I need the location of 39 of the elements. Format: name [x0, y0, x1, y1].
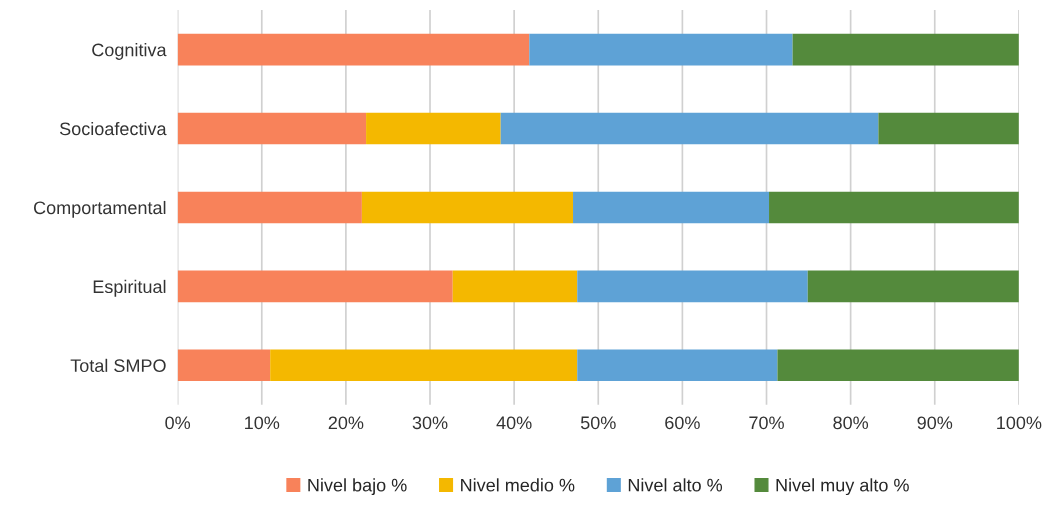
bar — [177, 270, 453, 303]
legend-label: Nivel muy alto % — [776, 478, 909, 496]
x-tick-label: 10% — [245, 416, 280, 430]
bar — [577, 270, 808, 303]
bar — [769, 191, 1019, 224]
y-tick-label: Socioafectiva — [59, 121, 167, 136]
y-tick-label: Espiritual — [93, 279, 166, 297]
legend-label: Nivel bajo % — [308, 478, 407, 496]
bar — [361, 191, 574, 224]
bar — [177, 33, 530, 66]
bar — [177, 349, 271, 382]
legend-label: Nivel medio % — [461, 478, 575, 492]
y-tick-label: Comportamental — [34, 200, 166, 218]
bar — [500, 112, 879, 145]
x-tick-label: 30% — [412, 416, 448, 430]
x-tick-label: 90% — [917, 416, 953, 430]
bar — [366, 112, 501, 145]
legend-label: Nivel alto % — [628, 478, 723, 492]
x-tick-label: 60% — [665, 416, 700, 430]
bar — [573, 191, 770, 224]
bar — [777, 349, 1019, 382]
bar — [577, 349, 778, 382]
bar — [177, 191, 362, 224]
x-tick-label: 50% — [580, 416, 616, 430]
bar — [807, 270, 1019, 303]
x-tick-label: 80% — [833, 416, 869, 430]
y-tick-label: Cognitiva — [92, 43, 167, 60]
x-tick-label: 70% — [749, 416, 784, 430]
x-tick-label: 100% — [997, 416, 1042, 430]
bar — [878, 112, 1019, 145]
bar — [177, 112, 367, 145]
x-tick-label: 40% — [496, 416, 532, 430]
bar — [529, 33, 793, 66]
bar — [792, 33, 1019, 66]
y-tick-label: Total SMPO — [70, 358, 166, 373]
bar — [270, 349, 578, 382]
x-tick-label: 20% — [328, 416, 364, 430]
bar — [452, 270, 578, 303]
x-tick-label: 0% — [165, 416, 191, 430]
